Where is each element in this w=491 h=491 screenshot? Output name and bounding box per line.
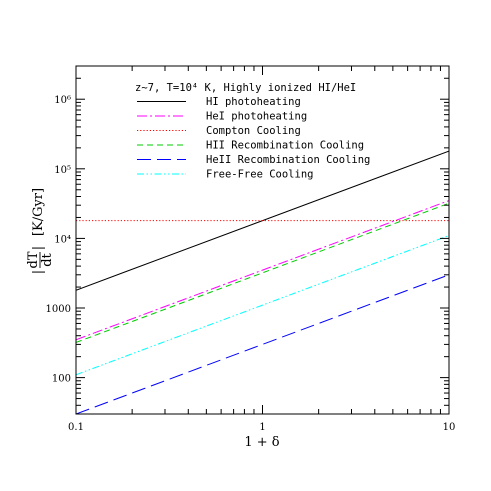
- y-tick-label: 10⁵: [54, 165, 71, 176]
- series-line-4: [76, 202, 449, 343]
- legend-label-3: Compton Cooling: [206, 125, 301, 137]
- y-axis-title-unit: [K/Gyr]: [31, 188, 46, 236]
- legend-label-4: HII Recombination Cooling: [206, 140, 364, 152]
- svg-text:|: |: [31, 246, 46, 250]
- series-line-2: [76, 200, 449, 341]
- x-tick-label: 1: [259, 422, 265, 433]
- legend-label-2: HeI photoheating: [206, 111, 307, 123]
- y-axis-title: | dT dt | [K/Gyr]: [26, 188, 55, 274]
- x-axis-title: 1 + δ: [244, 435, 279, 450]
- series-line-5: [76, 274, 449, 414]
- y-axis-title-denominator: dt: [40, 252, 55, 266]
- tick-layer: 0.1 1 10 100 1000 10⁴ 10⁵ 10⁶: [46, 65, 456, 433]
- chart-title: z~7, T=10⁴ K, Highly ionized HI/HeI: [135, 82, 356, 94]
- legend: HI photoheating HeI photoheating Compton C…: [137, 96, 370, 181]
- x-tick-label: 0.1: [68, 422, 84, 433]
- series-line-6: [76, 235, 449, 376]
- legend-label-6: Free-Free Cooling: [206, 169, 313, 181]
- x-tick-label: 10: [443, 422, 456, 433]
- y-axis-title-numerator: dT: [26, 251, 41, 268]
- y-tick-label: 10⁴: [54, 234, 71, 245]
- y-tick-label: 100: [52, 374, 71, 385]
- y-tick-label: 10⁶: [54, 95, 71, 106]
- series-layer: [76, 150, 449, 414]
- y-tick-label: 1000: [46, 304, 71, 315]
- legend-label-5: HeII Recombination Cooling: [206, 154, 370, 166]
- legend-label-1: HI photoheating: [206, 96, 301, 108]
- svg-text:|: |: [31, 270, 46, 274]
